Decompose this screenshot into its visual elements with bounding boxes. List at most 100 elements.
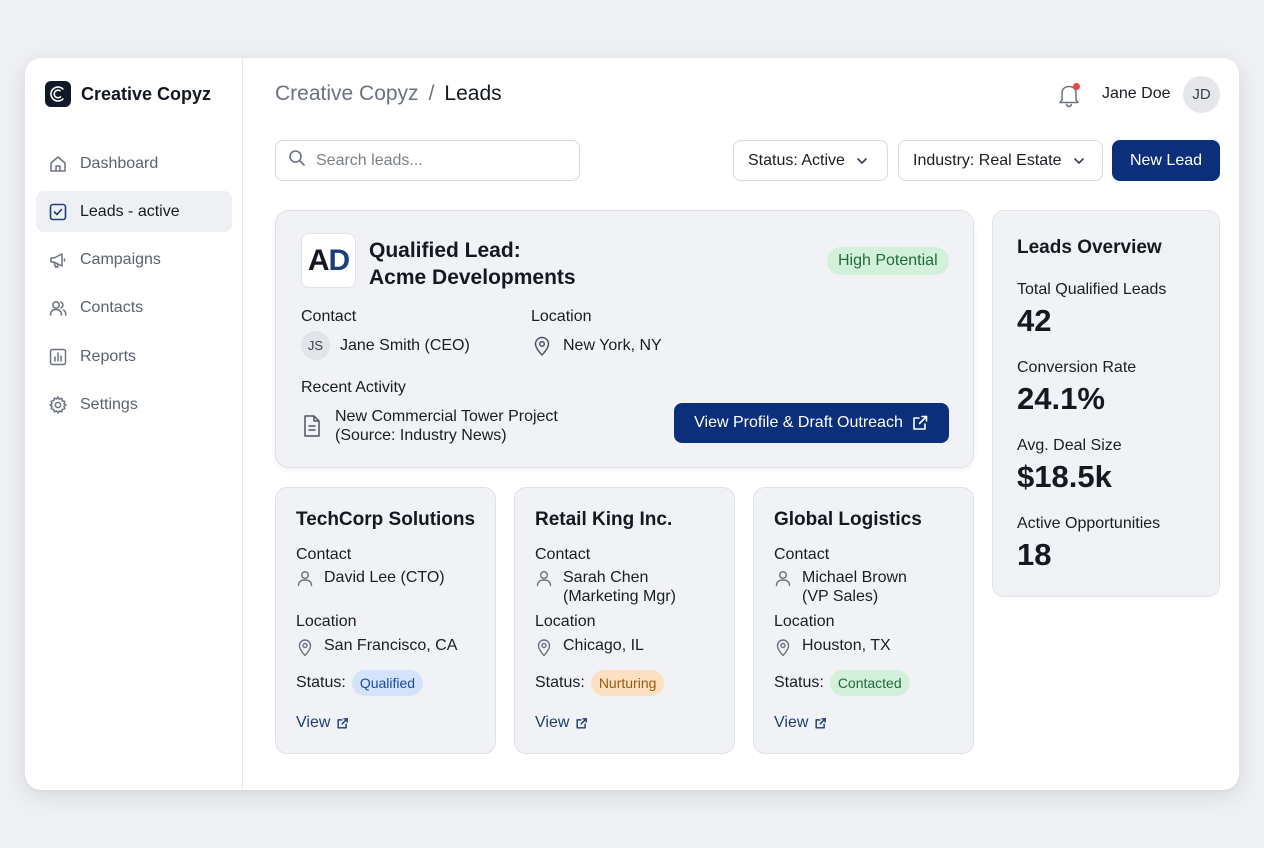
sidebar-item-campaigns[interactable]: Campaigns: [36, 240, 232, 281]
contact-text: Sarah Chen (Marketing Mgr): [563, 568, 676, 606]
app-window: Creative Copyz Dashboard Leads - active …: [25, 58, 1239, 790]
sidebar-item-contacts[interactable]: Contacts: [36, 288, 232, 329]
location-text: San Francisco, CA: [324, 637, 458, 654]
sidebar-item-leads[interactable]: Leads - active: [36, 191, 232, 233]
stat-label-conversion-rate: Conversion Rate: [1017, 359, 1137, 376]
lead-card-retail-king: Retail King Inc. Contact Sarah Chen (Mar…: [514, 487, 735, 754]
activity-line2: (Source: Industry News): [335, 427, 507, 444]
external-link-icon: [337, 717, 349, 729]
featured-title: Qualified Lead: Acme Developments: [369, 237, 576, 291]
bell-icon[interactable]: [1057, 82, 1081, 108]
chevron-down-icon: [857, 157, 867, 164]
breadcrumb-root[interactable]: Creative Copyz: [275, 82, 419, 105]
location-text: Houston, TX: [802, 637, 891, 654]
search-input[interactable]: [316, 151, 556, 170]
sidebar-item-settings[interactable]: Settings: [36, 384, 232, 425]
notification-dot: [1073, 83, 1080, 90]
status-label: Status:: [774, 674, 824, 691]
contact-line2: (Marketing Mgr): [563, 588, 676, 605]
brand-logo-icon: [45, 81, 71, 107]
view-link[interactable]: View: [774, 714, 827, 732]
lead-card-global-logistics: Global Logistics Contact Michael Brown (…: [753, 487, 974, 754]
logo-letter-d: D: [328, 243, 351, 277]
location-value: New York, NY: [531, 335, 662, 357]
stat-label-total-qualified: Total Qualified Leads: [1017, 281, 1167, 298]
location-label: Location: [531, 308, 592, 325]
user-icon: [775, 571, 791, 587]
user-name[interactable]: Jane Doe: [1102, 85, 1171, 102]
contact-text: David Lee (CTO): [324, 568, 445, 587]
breadcrumb: Creative Copyz / Leads: [275, 82, 502, 106]
status-filter-select[interactable]: Status: Active: [733, 140, 888, 181]
leads-overview-panel: Leads Overview Total Qualified Leads 42 …: [992, 210, 1220, 597]
sidebar-item-label: Campaigns: [80, 251, 161, 269]
search-box: [275, 140, 580, 181]
contact-value: JS Jane Smith (CEO): [301, 331, 470, 360]
sidebar-item-dashboard[interactable]: Dashboard: [36, 143, 232, 184]
sidebar-item-label: Reports: [80, 347, 137, 365]
lead-card-techcorp: TechCorp Solutions Contact David Lee (CT…: [275, 487, 496, 754]
contact-text: Michael Brown (VP Sales): [802, 568, 907, 606]
contact-label: Contact: [774, 546, 830, 563]
location-value: Chicago, IL: [535, 636, 644, 657]
check-square-icon: [48, 202, 68, 222]
chevron-down-icon: [1073, 157, 1084, 164]
contact-label: Contact: [301, 308, 357, 325]
contact-line2: (VP Sales): [802, 588, 879, 605]
contact-label: Contact: [535, 546, 591, 563]
status-label: Status:: [296, 674, 346, 691]
lead-name: Retail King Inc.: [535, 509, 673, 530]
avatar[interactable]: JD: [1183, 76, 1220, 113]
status-label: Status:: [535, 674, 585, 691]
recent-activity-label: Recent Activity: [301, 379, 406, 396]
brand-name: Creative Copyz: [81, 83, 212, 104]
view-profile-draft-outreach-button[interactable]: View Profile & Draft Outreach: [674, 403, 949, 443]
map-pin-icon: [776, 639, 790, 657]
sidebar-nav: Dashboard Leads - active Campaigns Conta…: [36, 143, 232, 433]
location-value: Houston, TX: [774, 636, 891, 657]
view-label: View: [296, 714, 331, 731]
gear-icon: [48, 395, 68, 415]
external-link-icon: [576, 717, 588, 729]
status-badge: Contacted: [829, 670, 910, 696]
megaphone-icon: [48, 250, 68, 270]
contact-line1: David Lee (CTO): [324, 569, 445, 586]
new-lead-button[interactable]: New Lead: [1112, 140, 1220, 181]
activity-text: New Commercial Tower Project (Source: In…: [335, 407, 585, 445]
contact-avatar: JS: [301, 331, 330, 360]
view-link[interactable]: View: [296, 714, 349, 732]
external-link-icon: [913, 415, 928, 430]
stat-value-conversion-rate: 24.1%: [1017, 381, 1105, 416]
activity-line1: New Commercial Tower Project: [335, 408, 558, 425]
location-text: New York, NY: [563, 337, 662, 354]
status-badge: Nurturing: [590, 670, 665, 696]
lead-name: TechCorp Solutions: [296, 509, 476, 530]
contact-line1: Sarah Chen: [563, 569, 649, 586]
view-link[interactable]: View: [535, 714, 588, 732]
lead-status: Status: Qualified: [296, 670, 424, 696]
contact-value: Sarah Chen (Marketing Mgr): [535, 568, 676, 606]
map-pin-icon: [537, 639, 551, 657]
stat-label-avg-deal-size: Avg. Deal Size: [1017, 437, 1122, 454]
stat-value-active-opportunities: 18: [1017, 537, 1052, 572]
industry-filter-select[interactable]: Industry: Real Estate: [898, 140, 1103, 181]
document-icon: [304, 415, 320, 437]
sidebar-item-label: Settings: [80, 395, 138, 413]
sidebar-item-label: Dashboard: [80, 154, 159, 172]
map-pin-icon: [534, 336, 550, 356]
view-label: View: [535, 714, 570, 731]
sidebar-item-reports[interactable]: Reports: [36, 336, 232, 377]
user-icon: [536, 571, 552, 587]
sidebar-item-label: Leads - active: [80, 202, 180, 220]
status-filter-value: Status: Active: [748, 151, 845, 169]
contact-label: Contact: [296, 546, 352, 563]
brand[interactable]: Creative Copyz: [45, 81, 211, 107]
industry-filter-value: Industry: Real Estate: [913, 151, 1062, 169]
stat-value-avg-deal-size: $18.5k: [1017, 459, 1112, 494]
sidebar: Creative Copyz Dashboard Leads - active …: [25, 58, 243, 790]
lead-status: Status: Contacted: [774, 670, 910, 696]
location-label: Location: [296, 613, 357, 630]
bar-chart-icon: [48, 347, 68, 367]
external-link-icon: [815, 717, 827, 729]
